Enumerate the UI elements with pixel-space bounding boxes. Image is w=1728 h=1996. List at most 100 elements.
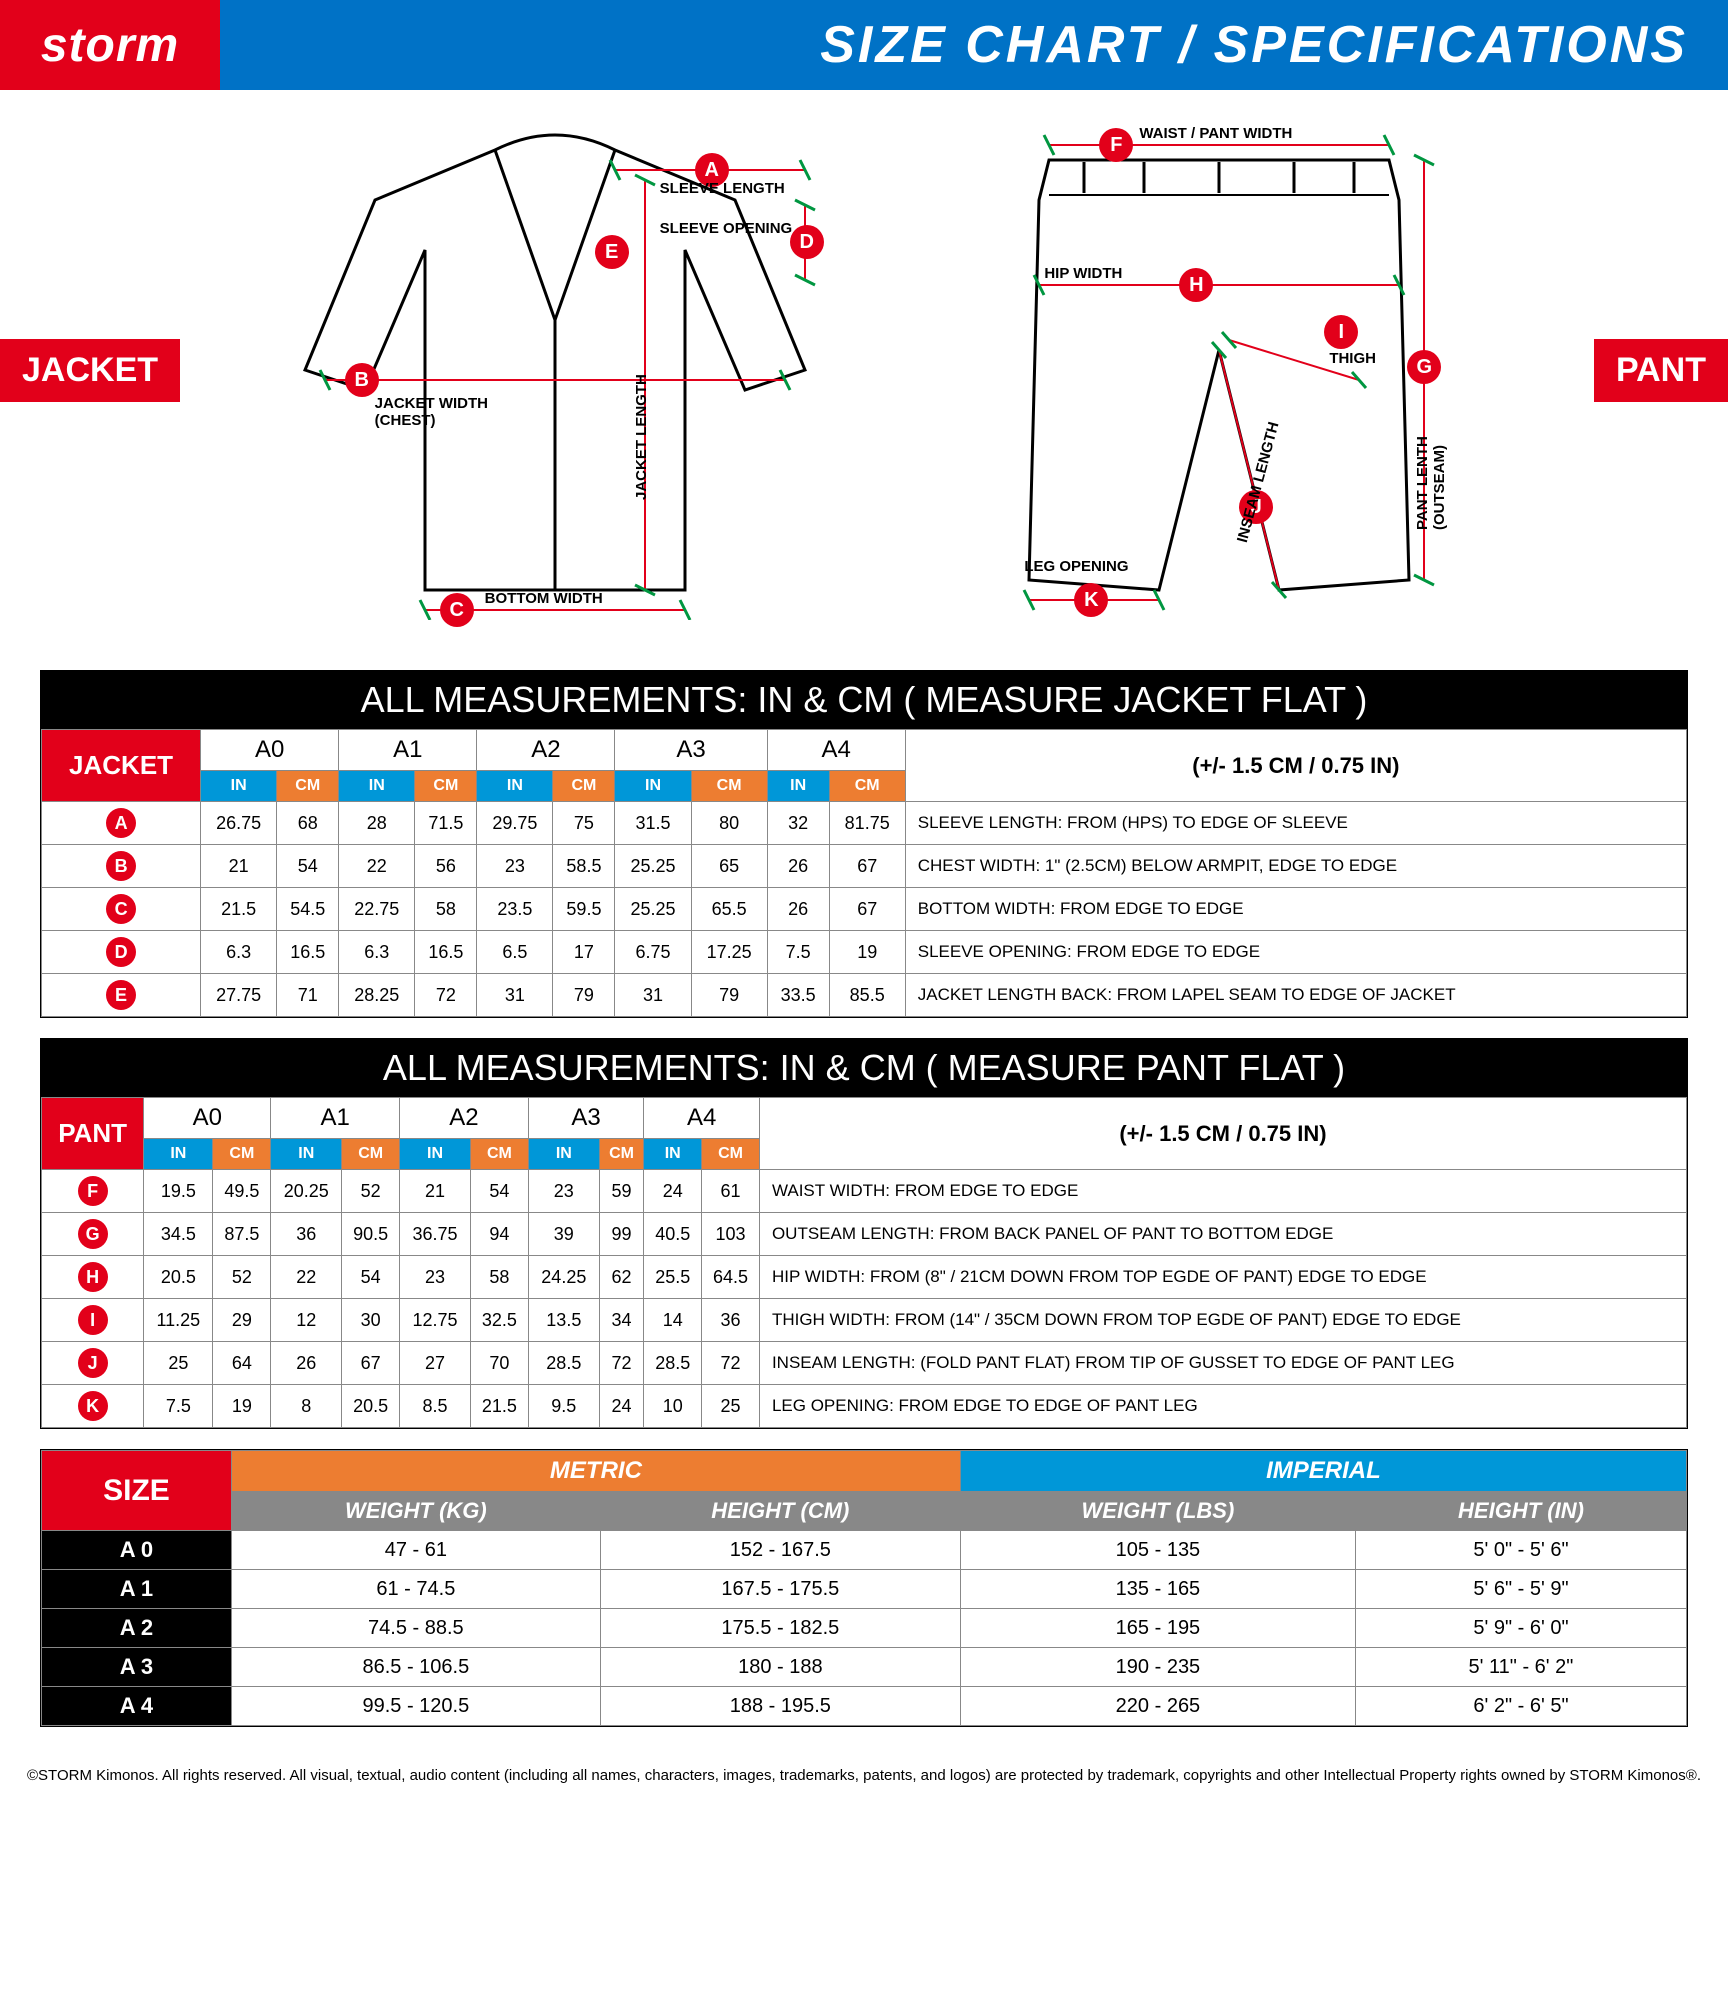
val-cm: 67 (829, 845, 905, 888)
val-in: 13.5 (528, 1299, 599, 1342)
label-jacket-length: JACKET LENGTH (633, 374, 650, 500)
val-cm: 52 (213, 1256, 271, 1299)
val-cm: 24 (599, 1385, 644, 1428)
unit-cm: CM (342, 1139, 400, 1170)
val-cm: 67 (342, 1342, 400, 1385)
val-in: 9.5 (528, 1385, 599, 1428)
val-in: 8.5 (400, 1385, 471, 1428)
sg-val: 6' 2" - 6' 5" (1355, 1687, 1686, 1726)
val-cm: 16.5 (277, 931, 339, 974)
val-in: 6.3 (201, 931, 277, 974)
val-cm: 103 (702, 1213, 760, 1256)
sg-val: 180 - 188 (600, 1648, 960, 1687)
val-in: 7.5 (144, 1385, 213, 1428)
label-legopen: LEG OPENING (1024, 558, 1128, 575)
val-in: 19.5 (144, 1170, 213, 1213)
val-in: 27.75 (201, 974, 277, 1017)
row-marker: D (42, 931, 201, 974)
unit-in: IN (201, 771, 277, 802)
val-cm: 72 (599, 1342, 644, 1385)
label-hip: HIP WIDTH (1044, 265, 1122, 282)
row-marker: K (42, 1385, 144, 1428)
sg-imperial-head: IMPERIAL (960, 1451, 1686, 1492)
val-cm: 94 (471, 1213, 529, 1256)
row-marker: J (42, 1342, 144, 1385)
size-guide: SIZEMETRICIMPERIALWEIGHT (KG)HEIGHT (CM)… (40, 1449, 1688, 1727)
val-in: 23 (400, 1256, 471, 1299)
val-cm: 58 (471, 1256, 529, 1299)
val-cm: 59.5 (553, 888, 615, 931)
unit-cm: CM (702, 1139, 760, 1170)
pant-table-block: ALL MEASUREMENTS: IN & CM ( MEASURE PANT… (40, 1038, 1688, 1429)
val-in: 26.75 (201, 802, 277, 845)
val-cm: 68 (277, 802, 339, 845)
logo-text: storm (41, 18, 179, 73)
pant-table: PANTA0A1A2A3A4(+/- 1.5 CM / 0.75 IN)INCM… (41, 1097, 1687, 1428)
val-in: 20.25 (271, 1170, 342, 1213)
val-cm: 52 (342, 1170, 400, 1213)
val-cm: 70 (471, 1342, 529, 1385)
sg-val: 175.5 - 182.5 (600, 1609, 960, 1648)
unit-cm: CM (691, 771, 767, 802)
val-cm: 19 (829, 931, 905, 974)
row-desc: JACKET LENGTH BACK: FROM LAPEL SEAM TO E… (905, 974, 1686, 1017)
val-in: 7.5 (767, 931, 829, 974)
val-cm: 72 (702, 1342, 760, 1385)
val-in: 22.75 (339, 888, 415, 931)
val-in: 27 (400, 1342, 471, 1385)
sg-val: 152 - 167.5 (600, 1531, 960, 1570)
sg-val: 188 - 195.5 (600, 1687, 960, 1726)
tolerance: (+/- 1.5 CM / 0.75 IN) (759, 1098, 1686, 1170)
val-in: 26 (767, 845, 829, 888)
size-head: A4 (767, 730, 905, 771)
table-corner: JACKET (42, 730, 201, 802)
val-in: 14 (644, 1299, 702, 1342)
sg-col: HEIGHT (IN) (1355, 1492, 1686, 1531)
jacket-diagram: A SLEEVE LENGTH D SLEEVE OPENING B JACKE… (265, 120, 845, 620)
val-cm: 20.5 (342, 1385, 400, 1428)
val-in: 21 (400, 1170, 471, 1213)
val-in: 20.5 (144, 1256, 213, 1299)
sg-val: 5' 6" - 5' 9" (1355, 1570, 1686, 1609)
row-marker: B (42, 845, 201, 888)
row-marker: E (42, 974, 201, 1017)
size-guide-table: SIZEMETRICIMPERIALWEIGHT (KG)HEIGHT (CM)… (41, 1450, 1687, 1726)
sg-val: 47 - 61 (231, 1531, 600, 1570)
val-cm: 17 (553, 931, 615, 974)
unit-in: IN (144, 1139, 213, 1170)
row-desc: SLEEVE OPENING: FROM EDGE TO EDGE (905, 931, 1686, 974)
val-cm: 65.5 (691, 888, 767, 931)
val-cm: 19 (213, 1385, 271, 1428)
unit-in: IN (339, 771, 415, 802)
sg-val: 5' 11" - 6' 2" (1355, 1648, 1686, 1687)
size-head: A2 (477, 730, 615, 771)
val-cm: 79 (691, 974, 767, 1017)
unit-cm: CM (277, 771, 339, 802)
val-cm: 56 (415, 845, 477, 888)
header: storm SIZE CHART / SPECIFICATIONS (0, 0, 1728, 90)
val-cm: 29 (213, 1299, 271, 1342)
val-cm: 30 (342, 1299, 400, 1342)
val-in: 33.5 (767, 974, 829, 1017)
val-cm: 49.5 (213, 1170, 271, 1213)
size-head: A3 (528, 1098, 643, 1139)
table-corner: PANT (42, 1098, 144, 1170)
val-cm: 71.5 (415, 802, 477, 845)
sg-val: 61 - 74.5 (231, 1570, 600, 1609)
val-in: 22 (271, 1256, 342, 1299)
sg-val: 5' 0" - 5' 6" (1355, 1531, 1686, 1570)
val-cm: 59 (599, 1170, 644, 1213)
val-in: 24.25 (528, 1256, 599, 1299)
label-sleeve-length: SLEEVE LENGTH (660, 180, 785, 197)
val-in: 40.5 (644, 1213, 702, 1256)
sg-col: WEIGHT (LBS) (960, 1492, 1355, 1531)
val-in: 24 (644, 1170, 702, 1213)
val-in: 25 (144, 1342, 213, 1385)
unit-cm: CM (415, 771, 477, 802)
val-in: 29.75 (477, 802, 553, 845)
val-in: 25.25 (615, 888, 691, 931)
sg-size-head: SIZE (42, 1451, 232, 1531)
mark-e: E (595, 235, 629, 269)
val-cm: 54.5 (277, 888, 339, 931)
unit-in: IN (477, 771, 553, 802)
